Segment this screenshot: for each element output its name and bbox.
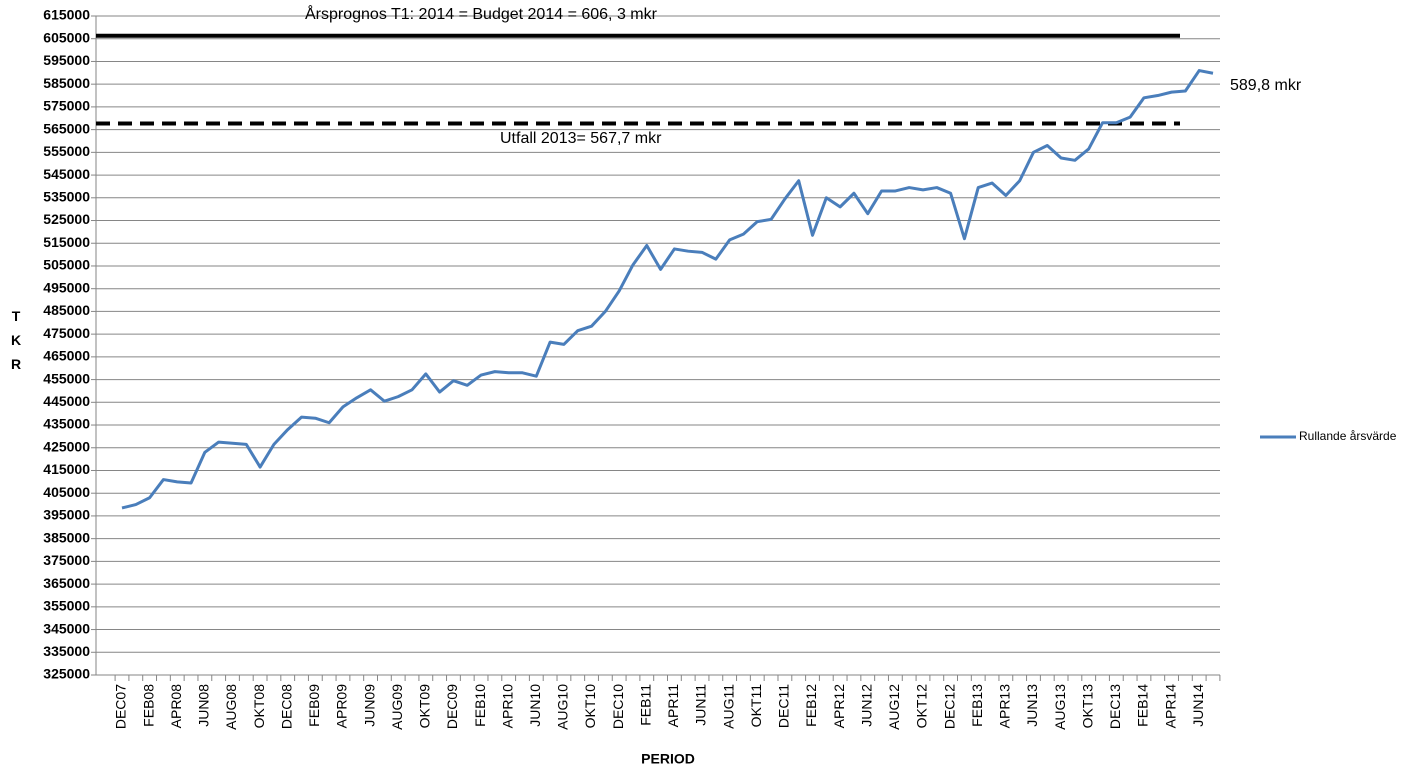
x-tick-label: OKT11 <box>748 684 764 728</box>
x-tick-label: JUN10 <box>527 684 543 727</box>
x-tick-label: JUN13 <box>1024 684 1040 727</box>
x-tick-label: DEC12 <box>941 684 957 729</box>
y-tick-label: 455000 <box>43 370 90 386</box>
y-tick-label: 545000 <box>43 166 90 182</box>
y-axis-title: TKR <box>8 308 24 380</box>
y-tick-label: 465000 <box>43 348 90 364</box>
x-tick-label: APR08 <box>168 684 184 729</box>
annotation: Årsprognos T1: 2014 = Budget 2014 = 606,… <box>305 4 658 23</box>
x-tick-label: DEC11 <box>776 684 792 728</box>
y-tick-label: 435000 <box>43 416 90 432</box>
x-tick-label: APR09 <box>334 684 350 729</box>
x-tick-label: APR11 <box>665 684 681 728</box>
x-tick-label: FEB14 <box>1135 684 1151 727</box>
x-tick-label: APR10 <box>499 684 515 729</box>
y-tick-label: 605000 <box>43 29 90 45</box>
data-line <box>121 69 1214 510</box>
y-tick-label: 325000 <box>43 666 90 682</box>
x-tick-label: OKT10 <box>582 684 598 729</box>
x-tick-label: APR12 <box>831 684 847 729</box>
y-tick-label: 405000 <box>43 484 90 500</box>
end-label: 589,8 mkr <box>1230 77 1302 94</box>
x-tick-label: DEC10 <box>610 684 626 729</box>
y-tick-label: 485000 <box>43 302 90 318</box>
x-axis-title: PERIOD <box>641 751 695 767</box>
x-tick-label: DEC09 <box>444 684 460 729</box>
y-tick-label: 585000 <box>43 75 90 91</box>
y-tick-label: 495000 <box>43 279 90 295</box>
y-tick-label: 355000 <box>43 598 90 614</box>
y-tick-label: 575000 <box>43 98 90 114</box>
y-tick-label: 555000 <box>43 143 90 159</box>
x-tick-label: FEB11 <box>637 684 653 726</box>
y-tick-label: 515000 <box>43 234 90 250</box>
y-tick-label: 595000 <box>43 52 90 68</box>
x-tick-label: JUN14 <box>1190 684 1206 727</box>
x-tick-label: APR14 <box>1162 684 1178 729</box>
x-tick-label: OKT13 <box>1079 684 1095 729</box>
x-tick-label: JUN09 <box>361 684 377 727</box>
y-tick-label: 385000 <box>43 529 90 545</box>
y-tick-label: 565000 <box>43 120 90 136</box>
x-tick-label: FEB08 <box>140 684 156 727</box>
x-tick-label: JUN08 <box>196 684 212 727</box>
y-tick-label: 415000 <box>43 461 90 477</box>
x-tick-label: AUG09 <box>389 684 405 730</box>
legend-label: Rullande årsvärde <box>1299 429 1397 443</box>
x-tick-label: DEC07 <box>113 684 129 729</box>
y-tick-label: 445000 <box>43 393 90 409</box>
x-tick-label: JUN12 <box>858 684 874 727</box>
y-tick-label: 345000 <box>43 620 90 636</box>
y-tick-label: 335000 <box>43 643 90 659</box>
x-tick-label: AUG10 <box>555 684 571 730</box>
y-tick-label: 425000 <box>43 438 90 454</box>
x-tick-label: OKT09 <box>417 684 433 729</box>
x-tick-label: FEB09 <box>306 684 322 727</box>
y-tick-label: 375000 <box>43 552 90 568</box>
y-tick-label: 365000 <box>43 575 90 591</box>
x-tick-label: JUN11 <box>693 684 709 726</box>
y-tick-label: 475000 <box>43 325 90 341</box>
x-tick-label: AUG13 <box>1052 684 1068 730</box>
y-tick-label: 615000 <box>43 7 90 23</box>
x-tick-label: AUG08 <box>223 684 239 730</box>
x-tick-label: AUG12 <box>886 684 902 730</box>
x-tick-label: FEB10 <box>472 684 488 727</box>
x-tick-label: AUG11 <box>720 684 736 729</box>
y-tick-label: 505000 <box>43 257 90 273</box>
y-tick-label: 535000 <box>43 188 90 204</box>
annotation: Utfall 2013= 567,7 mkr <box>500 130 662 147</box>
x-tick-label: FEB13 <box>969 684 985 727</box>
x-tick-label: APR13 <box>997 684 1013 729</box>
y-tick-label: 395000 <box>43 507 90 523</box>
x-tick-label: FEB12 <box>803 684 819 727</box>
x-tick-label: OKT08 <box>251 684 267 729</box>
x-tick-label: DEC08 <box>278 684 294 729</box>
y-tick-label: 525000 <box>43 211 90 227</box>
x-tick-label: OKT12 <box>914 684 930 729</box>
x-tick-label: DEC13 <box>1107 684 1123 729</box>
